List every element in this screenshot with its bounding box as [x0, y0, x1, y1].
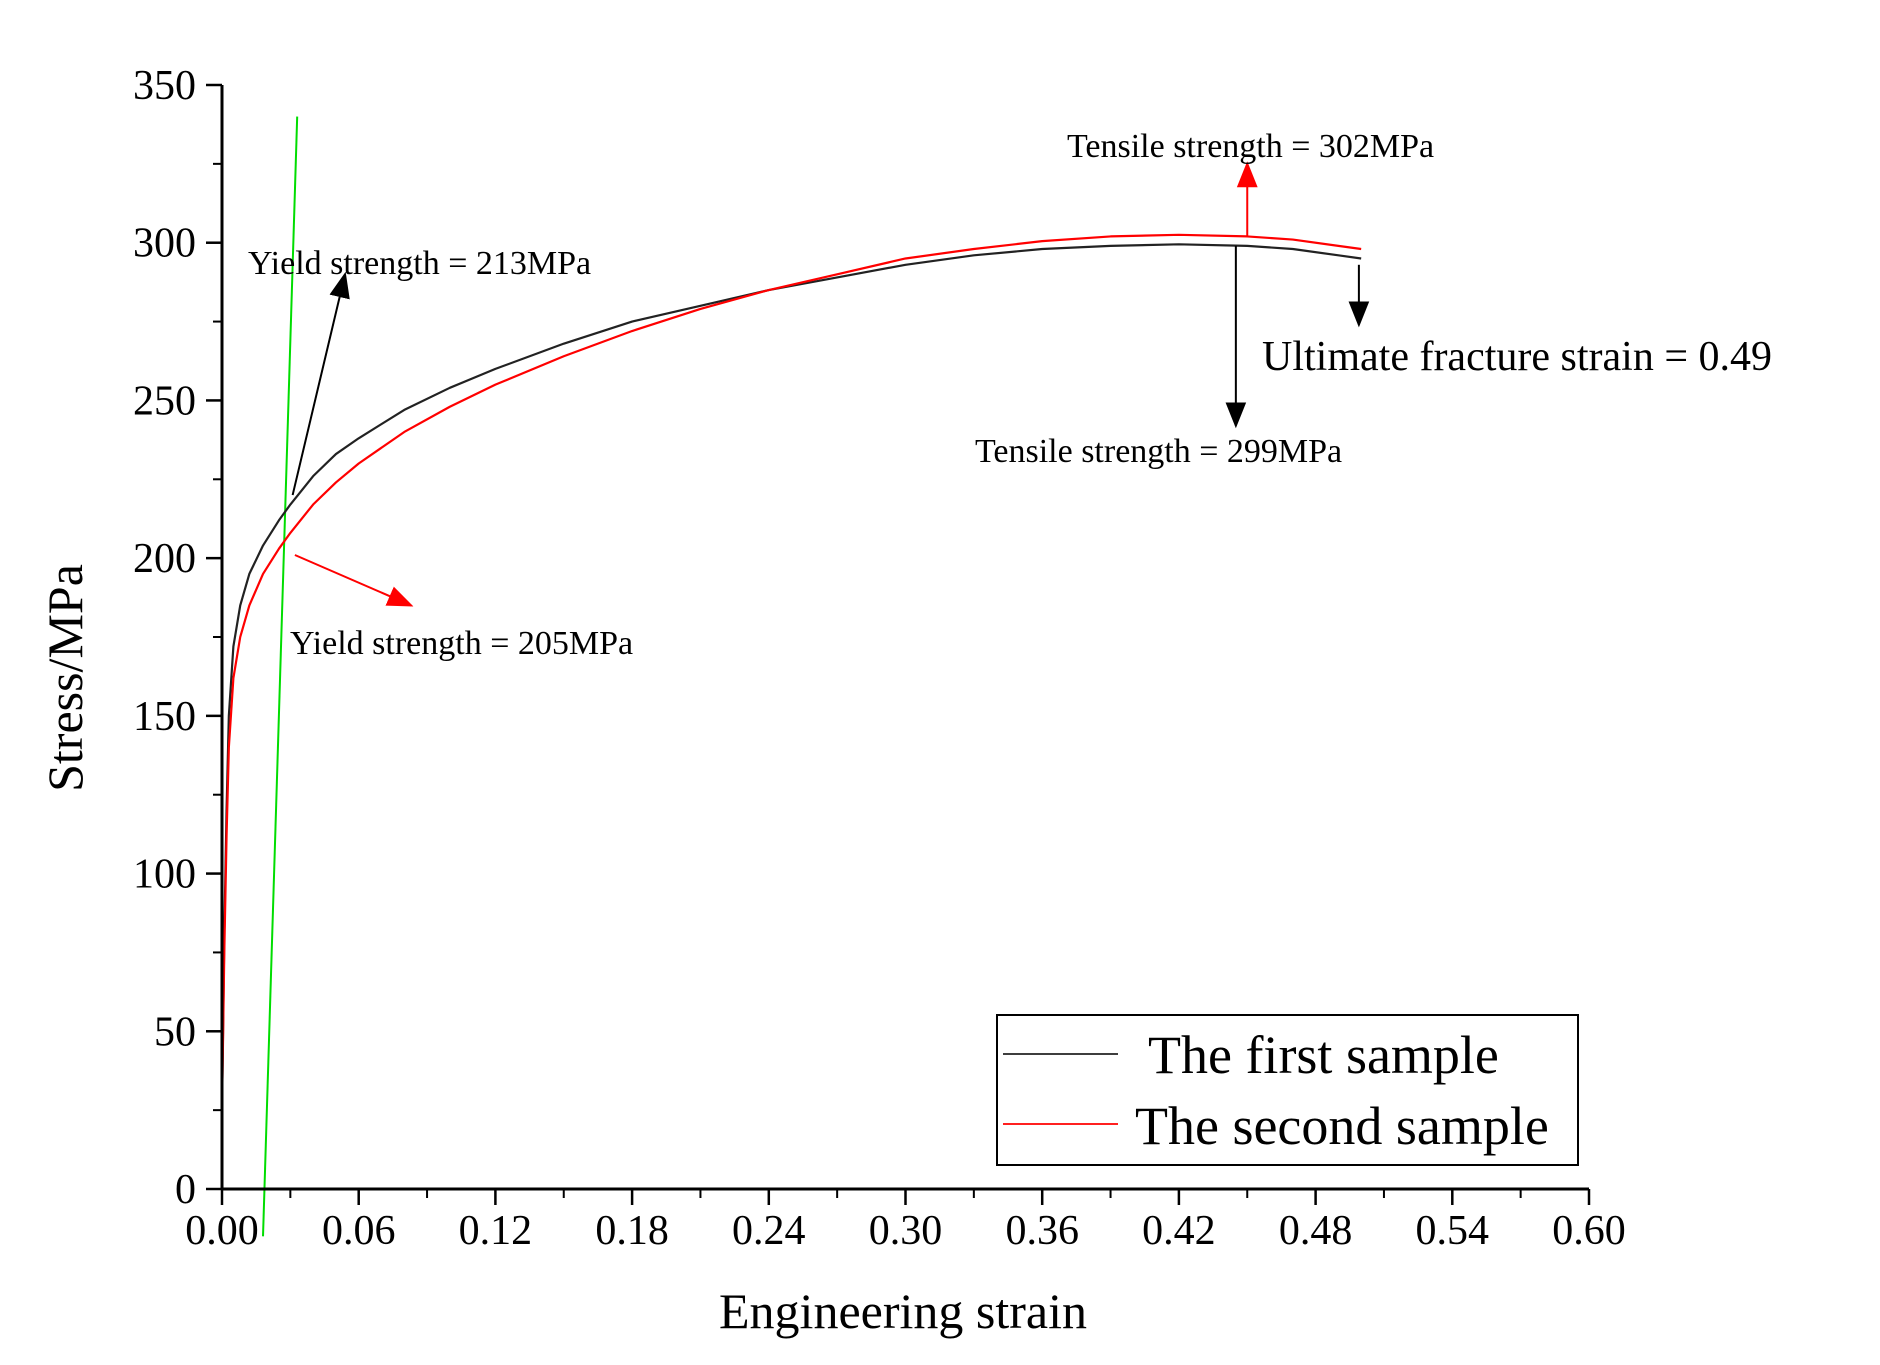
- offset-line: [262, 116, 299, 1237]
- x-tick-label: 0.48: [1279, 1208, 1353, 1254]
- x-tick-label: 0.00: [185, 1208, 259, 1254]
- axes: 0.00 0.06 0.12 0.18 0.24 0.30 0.36 0.42 0.48 0.54…: [133, 63, 1626, 1254]
- legend-label-second-sample: The second sample: [1135, 1096, 1549, 1156]
- x-tick-label: 0.36: [1005, 1208, 1079, 1254]
- series-line-first-sample: [220, 243, 1362, 1111]
- x-tick-label: 0.54: [1416, 1208, 1490, 1254]
- y-tick-label: 0: [175, 1167, 196, 1213]
- series-line-second-sample: [220, 233, 1362, 1111]
- legend: The first sample The second sample: [996, 1014, 1579, 1166]
- y-tick-label: 100: [133, 852, 196, 898]
- plot-lines: [220, 116, 1362, 1237]
- arrow-yield-205: [294, 554, 414, 607]
- x-axis-title: Engineering strain: [719, 1283, 1087, 1339]
- annotation-fracture-strain: Ultimate fracture strain = 0.49: [1262, 334, 1772, 380]
- x-tick-label: 0.30: [869, 1208, 943, 1254]
- x-tick-label: 0.60: [1552, 1208, 1626, 1254]
- y-axis-title: Stress/MPa: [37, 564, 93, 792]
- annotation-yield-213: Yield strength = 213MPa: [248, 245, 591, 282]
- legend-box: [996, 1014, 1579, 1166]
- x-tick-label: 0.12: [459, 1208, 533, 1254]
- y-tick-label: 200: [133, 536, 196, 582]
- annotation-tensile-299: Tensile strength = 299MPa: [975, 433, 1342, 470]
- y-tick-label: 350: [133, 63, 196, 109]
- x-tick-label: 0.24: [732, 1208, 806, 1254]
- legend-label-first-sample: The first sample: [1148, 1025, 1499, 1085]
- y-tick-label: 150: [133, 694, 196, 740]
- y-tick-label: 250: [133, 378, 196, 424]
- annotations: [291, 161, 1370, 607]
- x-tick-label: 0.42: [1142, 1208, 1216, 1254]
- annotation-tensile-302: Tensile strength = 302MPa: [1067, 128, 1434, 165]
- y-tick-label: 300: [133, 221, 196, 267]
- x-tick-label: 0.18: [595, 1208, 669, 1254]
- annotation-yield-205: Yield strength = 205MPa: [290, 625, 633, 662]
- y-tick-label: 50: [154, 1009, 196, 1055]
- arrow-yield-213: [291, 271, 350, 496]
- x-tick-label: 0.06: [322, 1208, 396, 1254]
